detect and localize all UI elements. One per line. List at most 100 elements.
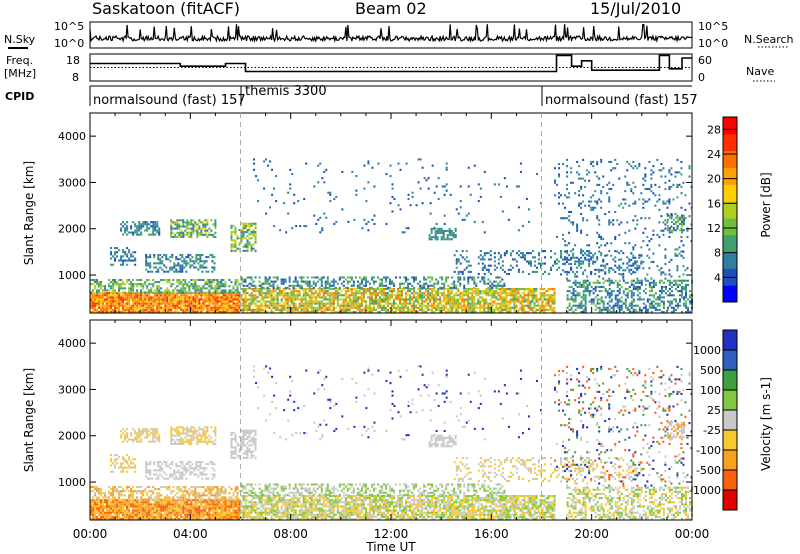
power-cell (298, 310, 301, 313)
power-cell (270, 298, 273, 301)
power-cell (142, 294, 145, 297)
power-cell (455, 286, 458, 289)
power-cell (572, 254, 575, 257)
power-cell (316, 280, 319, 283)
power-cell (148, 289, 151, 292)
power-cell (596, 215, 599, 218)
power-cell (132, 304, 135, 307)
power-cell (648, 240, 651, 243)
power-cell (600, 300, 603, 303)
velocity-cell (92, 513, 95, 516)
power-cell (434, 234, 437, 237)
power-cell (634, 267, 637, 270)
power-cell (473, 220, 476, 223)
power-cell (551, 288, 554, 291)
power-cell (485, 290, 488, 293)
power-cell (397, 298, 400, 301)
power-cell (413, 276, 416, 279)
power-cell (624, 202, 627, 205)
velocity-cell (94, 515, 97, 518)
power-cell (246, 224, 249, 227)
power-cell (487, 294, 490, 297)
power-cell (310, 306, 313, 309)
power-cell (140, 296, 143, 299)
power-cell (499, 296, 502, 299)
power-cell (136, 225, 139, 228)
power-cell (126, 281, 129, 284)
power-cell (364, 284, 367, 287)
power-cell (310, 292, 313, 295)
power-cell (419, 302, 422, 305)
freq-trace (90, 54, 692, 73)
power-cell (240, 231, 243, 234)
power-cell (234, 228, 237, 232)
power-cell (515, 296, 518, 299)
power-cell (552, 264, 555, 267)
power-cell (668, 294, 671, 297)
power-cell (469, 310, 472, 313)
power-cell (186, 223, 189, 226)
power-cell (154, 223, 157, 226)
power-cell (588, 265, 591, 268)
power-cell (234, 239, 237, 242)
power-cell (602, 304, 605, 307)
power-cell (128, 251, 131, 254)
power-cell (132, 287, 135, 290)
power-cell (370, 306, 373, 309)
power-cell (130, 304, 133, 307)
power-cell (248, 233, 251, 236)
power-cell (678, 275, 681, 278)
power-cell (533, 302, 536, 305)
power-cell (334, 288, 337, 291)
power-cell (497, 306, 500, 309)
power-cell (668, 214, 671, 217)
power-cell (340, 294, 343, 297)
power-cell (218, 304, 221, 307)
power-cell (461, 294, 464, 297)
power-cell (554, 252, 557, 255)
power-cell (134, 231, 137, 234)
power-cell (674, 220, 677, 223)
power-cell (274, 280, 277, 283)
power-cell (636, 219, 639, 222)
power-cell (618, 233, 621, 236)
power-cell (521, 254, 524, 257)
power-cell (511, 296, 514, 299)
power-cell (376, 304, 379, 307)
power-cell (320, 278, 323, 281)
power-cell (463, 298, 466, 301)
power-cell (106, 294, 109, 297)
power-cell (405, 298, 408, 301)
power-cell (306, 288, 309, 291)
power-cell (608, 281, 611, 284)
power-cell (499, 266, 502, 269)
power-cell (427, 187, 430, 190)
power-cell (380, 292, 383, 295)
power-cell (473, 310, 476, 313)
power-cell (200, 233, 203, 236)
power-cell (334, 280, 337, 283)
power-cell (578, 190, 581, 193)
power-cell (574, 256, 577, 259)
power-cell (254, 290, 257, 293)
power-cell (190, 304, 193, 307)
power-cell (652, 304, 655, 307)
power-cell (596, 217, 599, 220)
power-cell (507, 268, 510, 271)
power-cell (126, 253, 129, 256)
power-cell (654, 306, 657, 309)
power-cell (670, 294, 673, 297)
power-cell (566, 256, 569, 259)
power-cell (308, 298, 311, 301)
power-cell (364, 282, 367, 285)
power-cell (204, 287, 207, 290)
power-cell (429, 304, 432, 307)
power-cell (246, 239, 249, 242)
power-cell (399, 290, 402, 293)
power-cell (179, 270, 182, 273)
power-cell (682, 214, 685, 217)
power-cell (535, 296, 538, 299)
power-cell (173, 262, 176, 265)
power-cell (212, 300, 215, 303)
power-cell (116, 306, 119, 309)
